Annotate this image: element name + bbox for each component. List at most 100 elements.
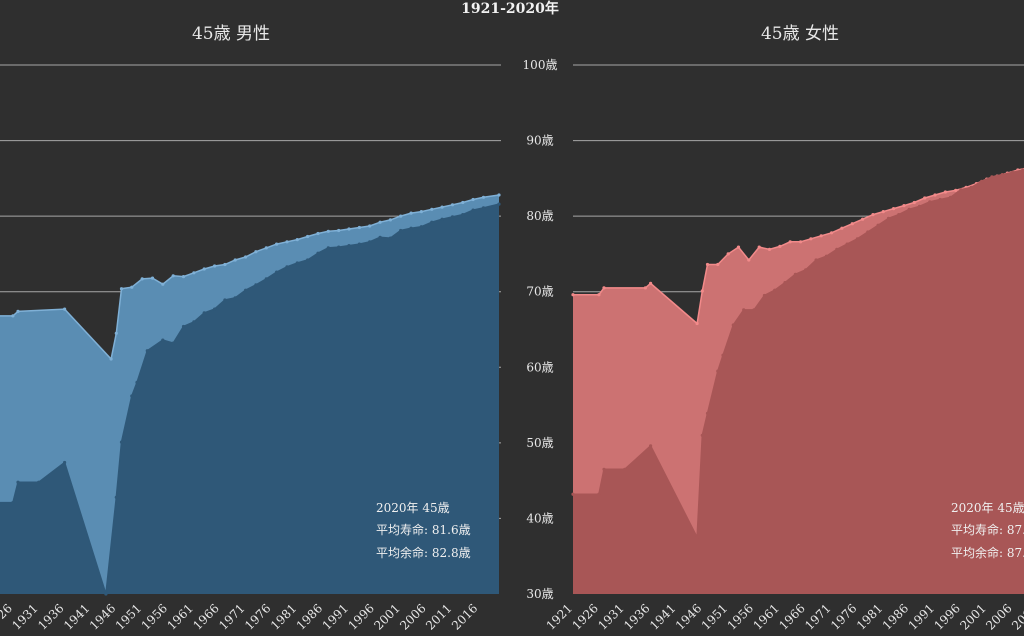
female-x-tick-label: 1921 bbox=[544, 601, 575, 632]
male-x-tick-label: 2016 bbox=[449, 601, 480, 632]
male-point-lifespan-1999 bbox=[388, 236, 392, 240]
male-point-lifespan-1981 bbox=[295, 261, 299, 265]
male-point-remaining-2001 bbox=[399, 214, 403, 218]
female-point-lifespan-1964 bbox=[793, 272, 798, 276]
female-point-remaining-1935 bbox=[643, 286, 648, 290]
female-point-lifespan-1936 bbox=[649, 444, 653, 448]
male-point-lifespan-1952 bbox=[145, 349, 149, 353]
male-point-lifespan-1985 bbox=[316, 251, 320, 255]
female-point-lifespan-1962 bbox=[783, 281, 787, 285]
y-tick-label: 80歳 bbox=[526, 209, 553, 223]
male-point-lifespan-1957 bbox=[171, 341, 175, 345]
male-point-remaining-1927 bbox=[16, 309, 20, 313]
male-x-tick-label: 1951 bbox=[113, 601, 144, 632]
female-point-remaining-1977 bbox=[861, 217, 865, 221]
female-point-remaining-1961 bbox=[778, 244, 782, 248]
male-x-tick-label: 1961 bbox=[164, 601, 195, 632]
male-point-remaining-1983 bbox=[306, 234, 310, 239]
female-x-tick-label: 1981 bbox=[854, 601, 885, 632]
female-point-remaining-1985 bbox=[902, 204, 906, 208]
male-point-lifespan-1965 bbox=[213, 307, 217, 311]
female-point-remaining-1969 bbox=[819, 234, 823, 238]
female-point-lifespan-1972 bbox=[835, 247, 839, 251]
male-point-remaining-1947 bbox=[119, 287, 124, 291]
male-point-lifespan-1961 bbox=[192, 320, 196, 324]
male-point-lifespan-1991 bbox=[347, 244, 351, 248]
male-point-remaining-1953 bbox=[150, 276, 155, 280]
male-point-remaining-2005 bbox=[419, 210, 423, 214]
male-point-lifespan-1927 bbox=[16, 480, 20, 484]
male-point-lifespan-2013 bbox=[461, 213, 465, 217]
male-point-lifespan-1959 bbox=[181, 324, 186, 329]
female-x-tick-label: 1971 bbox=[802, 601, 833, 632]
female-x-tick-label: 1931 bbox=[595, 601, 626, 632]
male-x-tick-label: 2001 bbox=[371, 601, 402, 632]
male-point-lifespan-1969 bbox=[233, 296, 237, 300]
male-point-remaining-1977 bbox=[275, 242, 279, 246]
y-tick-label: 70歳 bbox=[526, 285, 553, 299]
female-point-lifespan-1980 bbox=[876, 223, 880, 227]
male-point-remaining-2007 bbox=[430, 207, 434, 211]
male-point-remaining-1973 bbox=[254, 250, 258, 254]
female-point-lifespan-1949 bbox=[716, 369, 720, 373]
female-x-tick-label: 1976 bbox=[828, 601, 859, 632]
male-point-lifespan-2015 bbox=[471, 208, 475, 212]
male-annotation-lifespan: 平均寿命: 81.6歳 bbox=[376, 522, 471, 537]
male-point-remaining-1975 bbox=[264, 246, 268, 250]
male-annotation: 2020年 45歳 平均寿命: 81.6歳 平均余命: 82.8歳 bbox=[376, 501, 471, 560]
female-x-tick-label: 1926 bbox=[569, 601, 600, 632]
female-point-lifespan-1966 bbox=[804, 268, 808, 272]
male-point-remaining-2015 bbox=[471, 197, 475, 202]
female-point-remaining-1981 bbox=[881, 210, 885, 214]
male-point-lifespan-2020 bbox=[497, 202, 501, 206]
female-point-lifespan-1947 bbox=[705, 411, 710, 415]
female-point-remaining-1967 bbox=[809, 237, 813, 241]
male-point-remaining-1961 bbox=[192, 271, 196, 275]
female-point-lifespan-1956 bbox=[752, 308, 756, 312]
male-x-axis-tick-labels: 1926193119361941194619511956196119661971… bbox=[0, 601, 480, 632]
female-point-remaining-1993 bbox=[943, 190, 948, 194]
female-point-lifespan-1998 bbox=[969, 185, 973, 189]
female-annotation-remaining: 平均余命: 87.5歳 bbox=[951, 545, 1024, 560]
male-point-remaining-1955 bbox=[161, 282, 165, 286]
female-point-remaining-1955 bbox=[747, 258, 751, 262]
female-chart-title: 45歳 女性 bbox=[761, 24, 839, 44]
male-x-tick-label: 1926 bbox=[0, 601, 15, 632]
female-point-lifespan-1950 bbox=[721, 353, 725, 357]
female-x-tick-label: 1946 bbox=[673, 601, 704, 632]
male-line-lifespan bbox=[0, 203, 500, 595]
female-point-lifespan-1970 bbox=[824, 254, 829, 258]
female-x-tick-label: 1961 bbox=[750, 601, 781, 632]
male-point-remaining-1979 bbox=[285, 240, 289, 244]
female-point-lifespan-1954 bbox=[742, 308, 746, 312]
female-point-lifespan-2004 bbox=[1000, 173, 1004, 177]
y-axis-tick-labels: 100歳 90歳 80歳 70歳 60歳 50歳 40歳 30歳 bbox=[523, 58, 558, 601]
male-point-remaining-1957 bbox=[171, 274, 175, 278]
page-title: 1921-2020年 bbox=[461, 0, 559, 17]
female-x-tick-label: 2011 bbox=[1009, 601, 1024, 632]
female-area-lifespan bbox=[573, 169, 1024, 594]
female-point-remaining-1945 bbox=[695, 321, 699, 326]
female-x-tick-label: 1951 bbox=[699, 601, 730, 632]
female-point-remaining-1951 bbox=[726, 252, 730, 256]
female-point-lifespan-1921 bbox=[571, 492, 575, 496]
female-point-lifespan-1988 bbox=[917, 204, 922, 208]
female-point-lifespan-1994 bbox=[948, 195, 953, 199]
y-tick-label: 60歳 bbox=[526, 360, 553, 374]
female-point-lifespan-1952 bbox=[731, 323, 735, 327]
male-point-lifespan-1947 bbox=[119, 440, 124, 444]
male-point-lifespan-2007 bbox=[430, 220, 434, 224]
female-point-lifespan-1990 bbox=[928, 200, 932, 204]
male-chart-title: 45歳 男性 bbox=[192, 24, 270, 44]
female-point-remaining-1971 bbox=[830, 231, 834, 235]
male-point-lifespan-1975 bbox=[264, 277, 268, 281]
male-point-lifespan-1971 bbox=[244, 288, 248, 292]
male-point-remaining-1981 bbox=[295, 238, 299, 242]
male-x-tick-label: 1966 bbox=[190, 601, 221, 632]
y-tick-label: 40歳 bbox=[526, 511, 553, 525]
female-point-remaining-1926 bbox=[597, 293, 601, 297]
male-point-remaining-1999 bbox=[388, 218, 392, 222]
male-x-tick-label: 1946 bbox=[87, 601, 118, 632]
female-point-lifespan-1982 bbox=[886, 216, 891, 220]
